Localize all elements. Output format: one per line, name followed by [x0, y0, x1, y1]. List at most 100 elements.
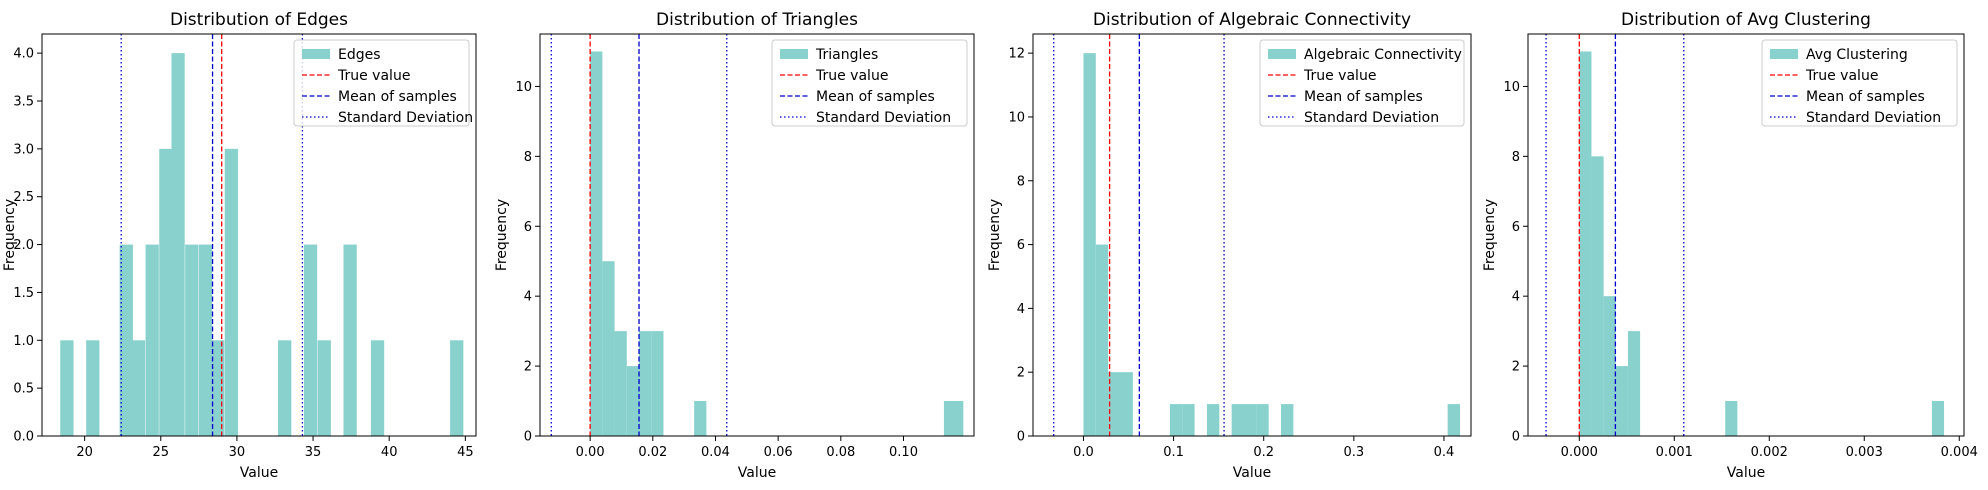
histogram-bar [1169, 404, 1183, 436]
legend-patch [1770, 49, 1798, 59]
axes-frame [1032, 33, 1472, 437]
histogram-bar [317, 340, 331, 436]
chart-title: Distribution of Algebraic Connectivity [1093, 10, 1411, 30]
y-tick-label: 6 [1512, 220, 1520, 235]
legend: Avg Clustering True value Mean of samples S… [1761, 39, 1958, 127]
legend-patch [302, 49, 330, 59]
y-tick-label: 3.5 [13, 95, 34, 110]
legend-entry-label: True value [815, 68, 888, 84]
legend: Triangles True value Mean of samples Standa… [771, 39, 968, 127]
chart-panel-4: 0.000 0.001 0.002 0.003 0.004 0 2 4 6 8 10 Distribu… [1482, 10, 1978, 481]
axes-frame [41, 33, 477, 437]
histogram-bars [60, 53, 464, 436]
legend: Edges True value Mean of samples Standard D… [293, 39, 473, 127]
legend-box [1259, 39, 1465, 127]
x-tick-label: 0.0 [1073, 445, 1094, 460]
y-tick-label: 6 [1017, 238, 1025, 253]
histogram-bar [278, 340, 292, 436]
y-tick-label: 3.0 [13, 142, 34, 157]
chart-title: Distribution of Triangles [656, 10, 858, 30]
y-tick-label: 0 [524, 430, 532, 445]
histogram-bar [198, 244, 213, 436]
legend-entry-label: Mean of samples [338, 89, 457, 105]
x-tick-label: 35 [305, 445, 322, 460]
y-tick-label: 2.5 [13, 190, 34, 205]
histogram-bar [1231, 404, 1244, 436]
chart-title: Distribution of Edges [170, 10, 348, 30]
histogram-bar [131, 340, 146, 436]
x-tick-label: 0.4 [1434, 445, 1455, 460]
histogram-bar [450, 340, 464, 436]
histogram-bar [86, 340, 100, 436]
y-axis-label: Frequency [1482, 199, 1498, 271]
y-tick-label: 0 [1017, 430, 1025, 445]
legend-entry-label: Edges [338, 47, 381, 63]
legend-entry-label: Triangles [815, 47, 878, 63]
y-tick-label: 10 [515, 80, 532, 95]
histogram-bar [590, 51, 603, 436]
y-tick-label: 4 [1512, 290, 1520, 305]
x-tick-label: 0.1 [1163, 445, 1184, 460]
histogram-bar [651, 331, 664, 436]
x-tick-label: 0.08 [826, 445, 855, 460]
histogram-bar [1931, 401, 1945, 436]
chart-title: Distribution of Avg Clustering [1621, 10, 1871, 30]
y-tick-label: 0 [1512, 430, 1520, 445]
x-tick-label: 20 [76, 445, 93, 460]
y-tick-label: 8 [1017, 174, 1025, 189]
histogram-bar [224, 148, 238, 436]
y-tick-label: 6 [524, 220, 532, 235]
x-tick-label: 40 [381, 445, 398, 460]
y-tick-label: 2 [1512, 360, 1520, 375]
legend-entry-label: Mean of samples [1806, 89, 1925, 105]
histogram-bar [1447, 404, 1461, 436]
legend: Algebraic Connectivity True value Mean of … [1259, 39, 1465, 127]
legend-entry-label: Mean of samples [816, 89, 935, 105]
legend-entry-label: True value [1303, 68, 1376, 84]
histogram-bar [185, 244, 199, 436]
y-tick-label: 1.5 [13, 286, 34, 301]
x-tick-label: 0.2 [1253, 445, 1274, 460]
legend-entry-label: Mean of samples [1304, 89, 1423, 105]
y-axis-label: Frequency [494, 199, 510, 271]
y-tick-label: 1.0 [13, 334, 34, 349]
chart-panel-3: 0.0 0.1 0.2 0.3 0.4 0 2 4 6 8 10 12 Distribution of … [987, 10, 1472, 481]
legend-entry-label: Standard Deviation [338, 110, 473, 126]
x-tick-label: 25 [153, 445, 170, 460]
histogram-bar [694, 401, 707, 436]
legend-box [1761, 39, 1958, 127]
x-tick-label: 30 [229, 445, 246, 460]
histogram-bar [1256, 404, 1269, 436]
y-tick-label: 2 [524, 360, 532, 375]
y-tick-label: 8 [1512, 150, 1520, 165]
chart-panel-1: 20 25 30 35 40 45 0.0 0.5 1.0 1.5 2.0 2.5 3.0 3.5 4.0 D… [2, 10, 477, 481]
y-tick-label: 10 [1503, 80, 1520, 95]
histogram-bars [590, 51, 964, 436]
legend-patch [780, 49, 808, 59]
histogram-bar [303, 244, 318, 436]
histogram-bar [602, 261, 615, 436]
x-tick-label: 0.004 [1941, 445, 1978, 460]
histogram-bar [626, 366, 640, 436]
x-axis-label: Value [738, 465, 776, 481]
histogram-bar [1108, 372, 1121, 436]
histogram-bar [1095, 244, 1109, 436]
x-tick-label: 0.00 [576, 445, 605, 460]
y-axis-label: Frequency [987, 199, 1003, 271]
x-tick-label: 0.06 [764, 445, 793, 460]
y-tick-label: 4.0 [13, 47, 34, 62]
histogram-bar [1603, 296, 1616, 436]
x-axis-label: Value [240, 465, 278, 481]
histogram-bar [145, 244, 159, 436]
histogram-bar [1206, 404, 1220, 436]
x-tick-label: 0.10 [889, 445, 918, 460]
legend-entry-label: Avg Clustering [1806, 47, 1908, 63]
chart-panel-2: 0.00 0.02 0.04 0.06 0.08 0.10 0 2 4 6 8 10 Distribut… [494, 10, 975, 481]
legend-box [771, 39, 968, 127]
axes-frame [1527, 33, 1965, 437]
histogram-bar [159, 148, 173, 436]
histogram-bar [343, 244, 357, 436]
histogram-bars [1083, 53, 1461, 436]
y-tick-label: 4 [1017, 302, 1025, 317]
